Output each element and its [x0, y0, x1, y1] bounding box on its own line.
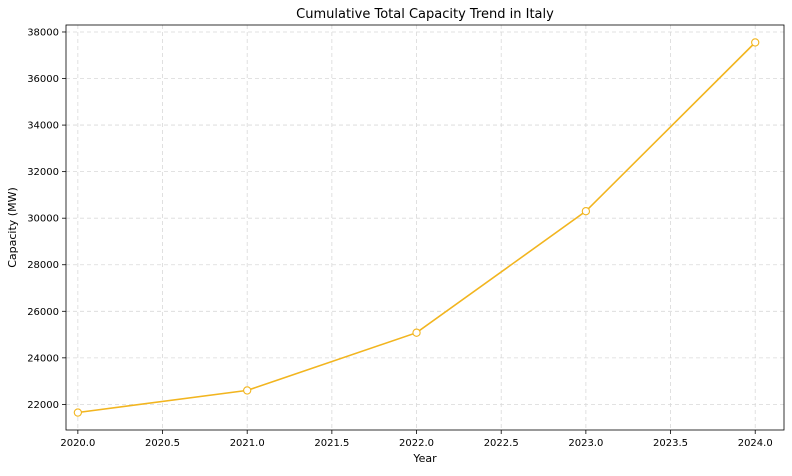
data-point-marker — [73, 408, 83, 417]
x-tick-label: 2024.0 — [738, 438, 773, 449]
x-tick-label: 2022.0 — [399, 438, 434, 449]
y-tick-label: 26000 — [27, 307, 59, 318]
data-series — [73, 38, 760, 417]
x-tick-label: 2021.5 — [314, 438, 349, 449]
y-tick-label: 28000 — [27, 260, 59, 271]
x-tick-label: 2020.5 — [145, 438, 180, 449]
data-point-marker — [243, 386, 252, 395]
axis-ticks: 2020.0 2020.5 2021.0 2021.5 2022.0 2022.5 2023… — [27, 27, 773, 449]
plot-area-frame — [65, 24, 785, 431]
y-tick-label: 38000 — [27, 27, 59, 38]
x-tick-label: 2020.0 — [60, 438, 95, 449]
x-tick-label: 2021.0 — [230, 438, 265, 449]
y-tick-label: 32000 — [27, 167, 59, 178]
x-tick-label: 2023.0 — [568, 438, 603, 449]
y-tick-label: 24000 — [27, 353, 59, 364]
y-axis-label: Capacity (MW) — [6, 187, 19, 268]
data-point-marker — [751, 38, 760, 47]
chart-title: Cumulative Total Capacity Trend in Italy — [296, 7, 554, 22]
data-point-marker — [581, 207, 591, 216]
x-axis-label: Year — [412, 452, 437, 465]
y-tick-label: 22000 — [27, 400, 59, 411]
data-point-marker — [412, 328, 421, 337]
y-tick-label: 34000 — [27, 121, 59, 132]
x-tick-label: 2023.5 — [653, 438, 688, 449]
x-tick-label: 2022.5 — [484, 438, 519, 449]
y-tick-label: 36000 — [27, 74, 59, 85]
grid-lines — [66, 25, 784, 430]
y-tick-label: 30000 — [27, 214, 59, 225]
